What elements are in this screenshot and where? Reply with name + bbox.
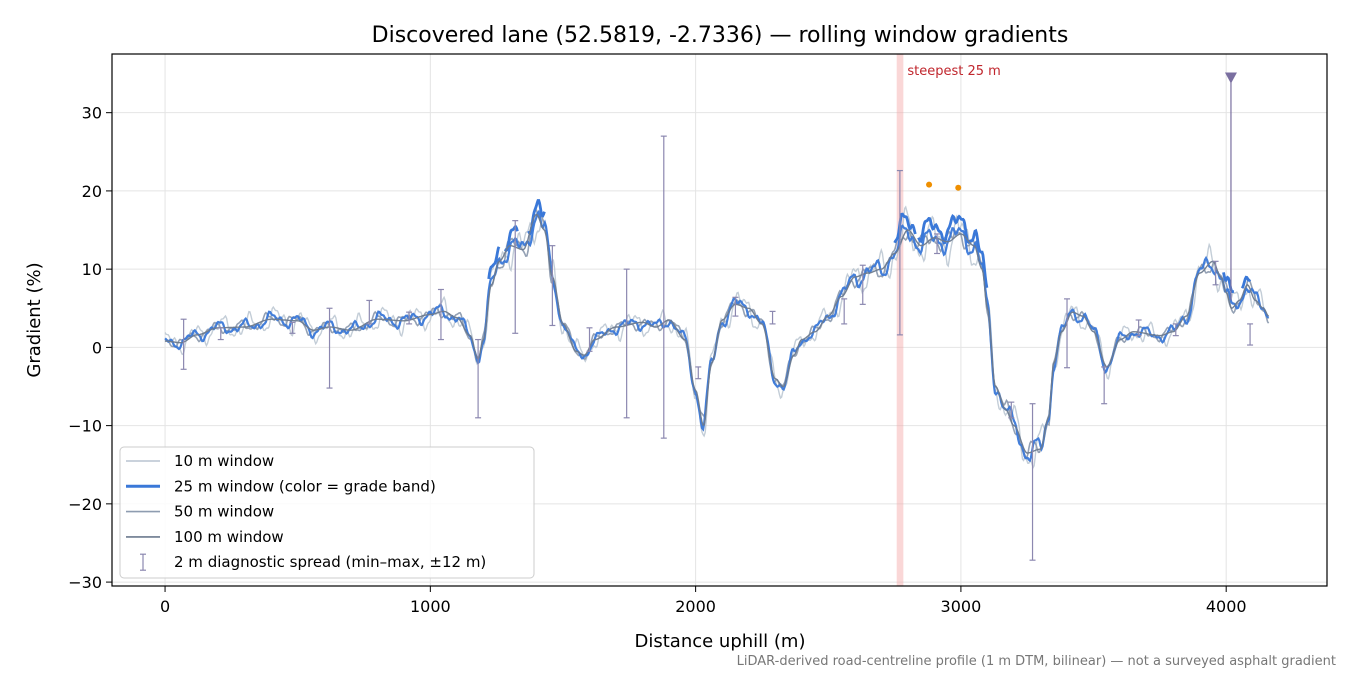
diagnostic-errorbar bbox=[326, 307, 333, 389]
diagnostic-errorbar bbox=[437, 288, 444, 341]
plot-frame bbox=[111, 53, 1328, 587]
y-tick-label: −20 bbox=[68, 495, 102, 514]
chart-title: Discovered lane (52.5819, -2.7336) — rol… bbox=[372, 23, 1069, 48]
steep-peak-point bbox=[926, 181, 933, 188]
legend-item: 100 m window bbox=[126, 528, 284, 546]
x-tick-label: 3000 bbox=[941, 597, 982, 616]
steepest-band-label: steepest 25 m bbox=[907, 64, 1000, 79]
diagnostic-errorbar bbox=[406, 311, 413, 325]
footnote: LiDAR-derived road-centreline profile (1… bbox=[737, 654, 1336, 669]
diagnostic-errorbar bbox=[1135, 319, 1142, 337]
tick-layer: 0 1000 2000 3000 4000 −30 −20 −10 0 10 20 30 bbox=[68, 104, 1246, 616]
steep-25m-segment bbox=[1240, 275, 1252, 289]
diagnostic-errorbar bbox=[1101, 366, 1108, 405]
series-line bbox=[164, 209, 1270, 463]
legend-label: 10 m window bbox=[174, 452, 274, 470]
legend-box bbox=[119, 446, 535, 579]
diagnostic-errorbar bbox=[695, 366, 702, 380]
y-tick-label: −30 bbox=[68, 573, 102, 592]
diagnostic-errorbar bbox=[896, 169, 903, 336]
steep-25m-segment bbox=[527, 199, 546, 236]
steep-25m-segment bbox=[917, 214, 989, 289]
x-tick-label: 2000 bbox=[675, 597, 716, 616]
y-tick-label: 0 bbox=[92, 338, 102, 357]
x-tick-label: 1000 bbox=[410, 597, 451, 616]
diagnostic-errorbar bbox=[1008, 401, 1015, 419]
diagnostic-errorbar bbox=[1029, 403, 1036, 561]
diagnostic-errorbar bbox=[732, 296, 739, 317]
diagnostic-errorbar bbox=[366, 299, 373, 325]
steep-25m-segment bbox=[1222, 272, 1235, 294]
diagnostic-errorbar bbox=[512, 220, 519, 334]
diagnostic-errorbar bbox=[1247, 323, 1254, 346]
marker-layer bbox=[1224, 72, 1237, 301]
legend-item: 25 m window (color = grade band) bbox=[126, 477, 436, 495]
diagnostic-errorbar bbox=[660, 135, 667, 439]
x-tick-label: 0 bbox=[160, 597, 170, 616]
x-tick-label: 4000 bbox=[1206, 597, 1247, 616]
legend-label: 50 m window bbox=[174, 503, 274, 521]
x-axis-label: Distance uphill (m) bbox=[635, 631, 806, 652]
diagnostic-errorbar bbox=[1212, 260, 1219, 286]
y-tick-label: 10 bbox=[82, 260, 102, 279]
y-tick-label: 30 bbox=[82, 104, 102, 123]
y-tick-label: −10 bbox=[68, 417, 102, 436]
y-tick-label: 20 bbox=[82, 182, 102, 201]
diagnostic-errorbar bbox=[841, 298, 848, 325]
diagnostic-errorbar bbox=[549, 245, 556, 327]
diagnostic-errorbar bbox=[859, 264, 866, 305]
legend-item: 2 m diagnostic spread (min–max, ±12 m) bbox=[140, 553, 486, 571]
steep-peak-point bbox=[955, 184, 962, 191]
diagnostic-errorbar bbox=[217, 327, 224, 341]
diagnostic-errorbar bbox=[934, 233, 941, 255]
legend-item: 10 m window bbox=[126, 452, 274, 470]
steep-25m-segment bbox=[487, 246, 501, 280]
legend-label: 2 m diagnostic spread (min–max, ±12 m) bbox=[174, 553, 486, 571]
diagnostic-errorbar bbox=[1172, 323, 1179, 337]
diagnostic-errorbar bbox=[475, 338, 482, 419]
y-axis-label: Gradient (%) bbox=[24, 262, 45, 377]
legend-item: 50 m window bbox=[126, 503, 274, 521]
series-line bbox=[164, 208, 1270, 460]
legend-label: 100 m window bbox=[174, 528, 284, 546]
legend: 10 m window 25 m window (color = grade ba… bbox=[119, 446, 535, 579]
series-line bbox=[165, 213, 1270, 454]
steepest-band-layer: steepest 25 m bbox=[896, 54, 1001, 586]
diagnostic-errorbar bbox=[623, 268, 630, 419]
diagnostic-errorbar bbox=[289, 321, 296, 334]
diagnostic-errorbar bbox=[769, 310, 776, 325]
steep-25m-segment bbox=[893, 212, 917, 244]
diagnostic-errorbar bbox=[586, 327, 593, 352]
series-layer bbox=[164, 181, 1270, 470]
spike-marker-triangle bbox=[1224, 72, 1237, 84]
diagnostic-spread-layer bbox=[180, 135, 1254, 561]
diagnostic-errorbar bbox=[180, 318, 187, 370]
diagnostic-errorbar bbox=[1064, 298, 1071, 369]
legend-label: 25 m window (color = grade band) bbox=[174, 477, 436, 495]
